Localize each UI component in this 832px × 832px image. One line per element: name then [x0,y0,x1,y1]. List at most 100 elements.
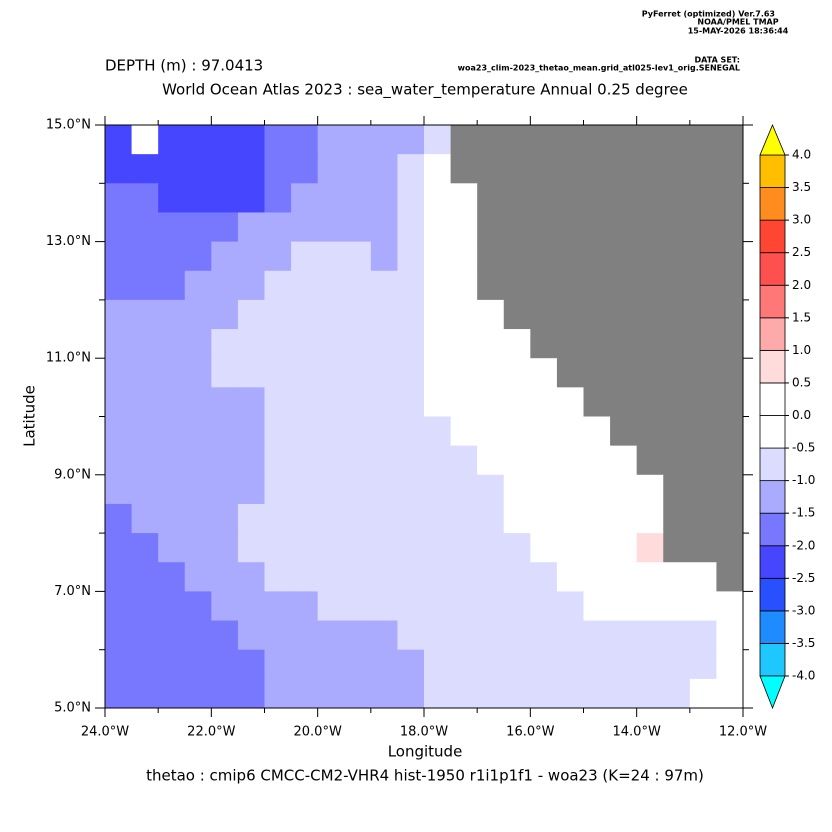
cell [291,503,319,534]
land-cell [663,154,691,184]
cell [344,649,372,680]
cell [370,358,398,388]
cell [131,503,159,534]
cell [344,562,372,592]
cell [716,649,744,680]
land-cell [477,183,505,213]
cell [237,154,265,184]
cell [397,445,425,476]
cell [131,387,159,417]
cell [105,212,133,243]
cell [450,562,478,592]
cell [131,212,159,243]
cell [291,533,319,563]
cell [503,445,531,476]
land-cell [636,241,664,272]
cell [158,591,186,622]
cell [158,241,186,272]
land-cell [689,329,717,359]
land-cell [556,241,584,272]
cell [556,562,584,592]
land-cell [689,533,717,563]
cell [237,474,265,505]
land-cell [689,212,717,243]
cell [503,620,531,651]
cell [477,416,505,447]
cell [424,678,452,709]
land-cell [689,387,717,417]
land-cell [477,270,505,301]
colorbar-label: -2.0 [792,538,815,552]
cell [503,533,531,563]
cell [450,358,478,388]
cell [397,591,425,622]
cell [610,678,638,709]
land-cell [477,212,505,243]
cell [556,503,584,534]
cell [424,183,452,213]
x-tick-label: 16.0°W [506,725,554,740]
cell [610,474,638,505]
land-cell [663,503,691,534]
colorbar-label: 2.0 [792,278,811,292]
colorbar-label: 3.5 [792,180,811,194]
cell [424,358,452,388]
cell [131,154,159,184]
land-cell [530,183,558,213]
land-cell [477,154,505,184]
land-cell [583,183,611,213]
colorbar-band [759,643,786,677]
land-cell [503,299,531,330]
cell [663,591,691,622]
colorbar-label: -1.5 [792,506,815,520]
cell [211,358,239,388]
cell [237,562,265,592]
cell [424,474,452,505]
land-cell [716,125,744,155]
cell [291,474,319,505]
cell [344,299,372,330]
colorbar-label: 2.5 [792,245,811,259]
x-tick-label: 20.0°W [294,725,342,740]
land-cell [716,270,744,301]
cell [424,445,452,476]
cell [291,183,319,213]
cell [317,503,345,534]
colorbar-band [759,382,786,416]
cell [211,503,239,534]
cell [105,533,133,563]
cell [184,183,212,213]
cell [610,620,638,651]
colorbar-band [759,577,786,612]
cell [344,445,372,476]
header-line: NOAA/PMEL TMAP [697,18,778,27]
land-cell [689,503,717,534]
cell [397,125,425,155]
cell [158,125,186,155]
land-cell [556,212,584,243]
cell [530,562,558,592]
cell [158,154,186,184]
land-cell [716,503,744,534]
cell [370,533,398,563]
cell [105,416,133,447]
land-cell [636,212,664,243]
cell [503,649,531,680]
cell [317,212,345,243]
land-cell [636,358,664,388]
cell [397,329,425,359]
cell [105,270,133,301]
cell [317,299,345,330]
land-cell [689,183,717,213]
cell [477,329,505,359]
cell [397,387,425,417]
land-cell [556,358,584,388]
cell [450,387,478,417]
cell [424,212,452,243]
cell [184,241,212,272]
cell [344,270,372,301]
cell [184,503,212,534]
cell [264,503,292,534]
cell [237,299,265,330]
